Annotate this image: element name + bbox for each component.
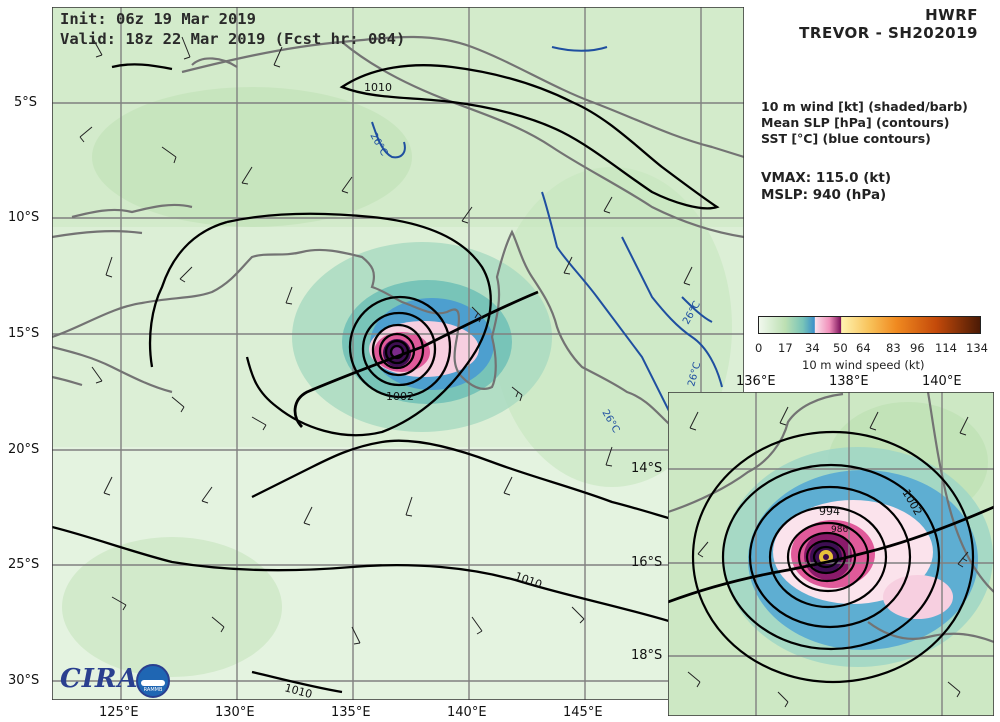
coastlines bbox=[52, 35, 744, 441]
lon-label-135e: 135°E bbox=[331, 705, 371, 720]
inset-contour-label: 994 bbox=[819, 505, 840, 518]
cira-logo: CIRA RAMMB bbox=[60, 664, 170, 698]
contour-label: 1010 bbox=[364, 81, 392, 94]
inset-coastline bbox=[668, 392, 994, 644]
inset-slp-contours bbox=[668, 430, 994, 684]
wind-colorbar bbox=[758, 316, 981, 334]
inset-lat-label-18s: 18°S bbox=[631, 648, 663, 663]
init-time: Init: 06z 19 Mar 2019 bbox=[60, 10, 256, 28]
contour-label: 1002 bbox=[386, 390, 414, 403]
vmax-value: VMAX: 115.0 (kt) bbox=[761, 170, 892, 186]
lon-label-130e: 130°E bbox=[215, 705, 255, 720]
wind-barbs bbox=[79, 36, 693, 645]
inset-map[interactable]: 1002 994 986 bbox=[668, 392, 994, 716]
lat-label-10s: 10°S bbox=[8, 210, 40, 225]
inset-wind-barbs bbox=[687, 406, 969, 708]
rammb-icon: RAMMB bbox=[136, 664, 170, 698]
sst-contours bbox=[371, 46, 723, 458]
storm-wind-shading bbox=[292, 242, 552, 432]
field-wind: 10 m wind [kt] (shaded/barb) bbox=[761, 99, 968, 114]
colorbar-label: 10 m wind speed (kt) bbox=[802, 358, 925, 372]
main-map[interactable]: 1010 1010 1010 1002 26°C 26°C 26°C 26°C bbox=[52, 7, 744, 700]
valid-time: Valid: 18z 22 Mar 2019 (Fcst hr: 084) bbox=[60, 30, 406, 48]
lat-label-30s: 30°S bbox=[8, 673, 40, 688]
model-name: HWRF bbox=[925, 6, 978, 24]
cbar-tick: 64 bbox=[856, 341, 871, 355]
logo-text: CIRA bbox=[60, 664, 139, 694]
inset-lon-label-138e: 138°E bbox=[829, 374, 869, 389]
cbar-tick: 50 bbox=[833, 341, 848, 355]
lon-label-140e: 140°E bbox=[447, 705, 487, 720]
lon-label-145e: 145°E bbox=[563, 705, 603, 720]
cbar-tick: 17 bbox=[778, 341, 793, 355]
field-sst: SST [°C] (blue contours) bbox=[761, 131, 931, 146]
lon-label-125e: 125°E bbox=[99, 705, 139, 720]
inset-lat-label-14s: 14°S bbox=[631, 461, 663, 476]
storm-name: TREVOR - SH202019 bbox=[799, 24, 978, 42]
cbar-tick: 83 bbox=[886, 341, 901, 355]
inset-lon-label-136e: 136°E bbox=[736, 374, 776, 389]
cbar-tick: 34 bbox=[805, 341, 820, 355]
lat-label-15s: 15°S bbox=[8, 326, 40, 341]
rammb-text: RAMMB bbox=[143, 687, 163, 693]
lat-label-20s: 20°S bbox=[8, 442, 40, 457]
cbar-tick: 96 bbox=[910, 341, 925, 355]
inset-lat-label-16s: 16°S bbox=[631, 555, 663, 570]
cbar-tick: 134 bbox=[966, 341, 988, 355]
cbar-tick: 0 bbox=[755, 341, 763, 355]
lat-label-5s: 5°S bbox=[14, 95, 38, 110]
field-slp: Mean SLP [hPa] (contours) bbox=[761, 115, 950, 130]
inset-contour-label: 986 bbox=[831, 525, 848, 535]
inset-lon-label-140e: 140°E bbox=[922, 374, 962, 389]
mslp-value: MSLP: 940 (hPa) bbox=[761, 187, 887, 203]
contour-label: 1010 bbox=[283, 681, 313, 700]
cbar-tick: 114 bbox=[935, 341, 957, 355]
lat-label-25s: 25°S bbox=[8, 557, 40, 572]
